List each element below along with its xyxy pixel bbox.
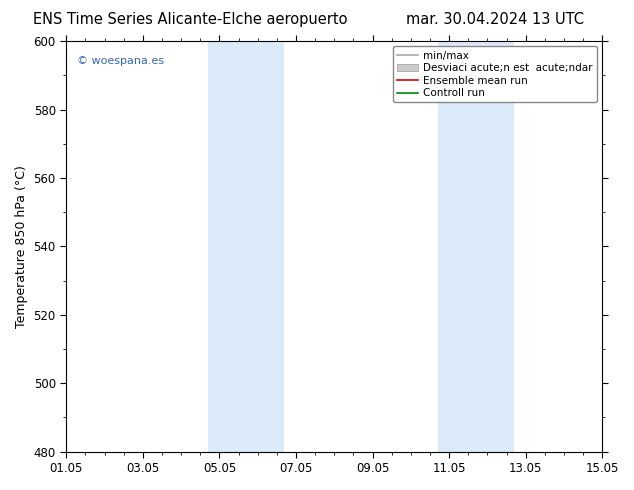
Bar bbox=[208, 41, 285, 452]
Y-axis label: Temperature 850 hPa (°C): Temperature 850 hPa (°C) bbox=[15, 165, 28, 328]
Text: ENS Time Series Alicante-Elche aeropuerto: ENS Time Series Alicante-Elche aeropuert… bbox=[33, 12, 347, 27]
Text: mar. 30.04.2024 13 UTC: mar. 30.04.2024 13 UTC bbox=[406, 12, 583, 27]
Text: © woespana.es: © woespana.es bbox=[77, 55, 164, 66]
Legend: min/max, Desviaci acute;n est  acute;ndar, Ensemble mean run, Controll run: min/max, Desviaci acute;n est acute;ndar… bbox=[393, 47, 597, 102]
Bar bbox=[437, 41, 514, 452]
